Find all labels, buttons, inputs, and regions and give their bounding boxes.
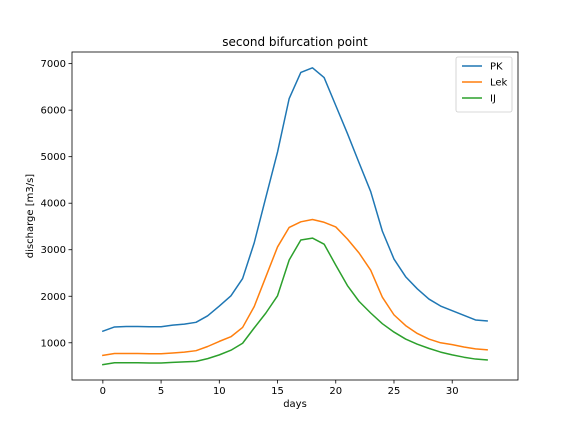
x-tick-label: 30 bbox=[446, 386, 459, 397]
x-tick-label: 25 bbox=[388, 386, 401, 397]
y-tick-label: 3000 bbox=[41, 245, 66, 256]
plot-frame bbox=[71, 51, 519, 381]
y-tick-label: 2000 bbox=[41, 292, 66, 303]
y-axis: 1000 2000 3000 4000 5000 6000 7000 bbox=[41, 59, 72, 349]
x-tick-label: 0 bbox=[100, 386, 106, 397]
series-line-pk bbox=[101, 67, 488, 333]
x-axis-label: days bbox=[283, 399, 307, 410]
legend-label-pk: PK bbox=[490, 62, 503, 73]
series-layer bbox=[101, 67, 488, 366]
plot-background bbox=[72, 52, 518, 380]
plot-area bbox=[71, 51, 519, 381]
x-axis: 0 5 10 15 20 25 30 bbox=[100, 380, 459, 397]
chart-title: second bifurcation point bbox=[222, 35, 368, 49]
series-line-ij bbox=[102, 237, 488, 366]
x-tick-label: 10 bbox=[213, 386, 226, 397]
legend: PK Lek IJ bbox=[455, 56, 513, 113]
y-tick-label: 7000 bbox=[41, 59, 66, 70]
y-tick-label: 1000 bbox=[41, 338, 66, 349]
y-tick-label: 6000 bbox=[41, 106, 66, 117]
legend-label-ij: IJ bbox=[490, 94, 496, 105]
series-line-lek bbox=[102, 218, 488, 357]
x-tick-label: 20 bbox=[329, 386, 342, 397]
legend-label-lek: Lek bbox=[490, 78, 508, 89]
y-tick-label: 4000 bbox=[41, 199, 66, 210]
x-tick-label: 15 bbox=[271, 386, 284, 397]
y-tick-label: 5000 bbox=[41, 152, 66, 163]
x-tick-label: 5 bbox=[158, 386, 164, 397]
y-axis-label: discharge [m3/s] bbox=[25, 174, 36, 258]
